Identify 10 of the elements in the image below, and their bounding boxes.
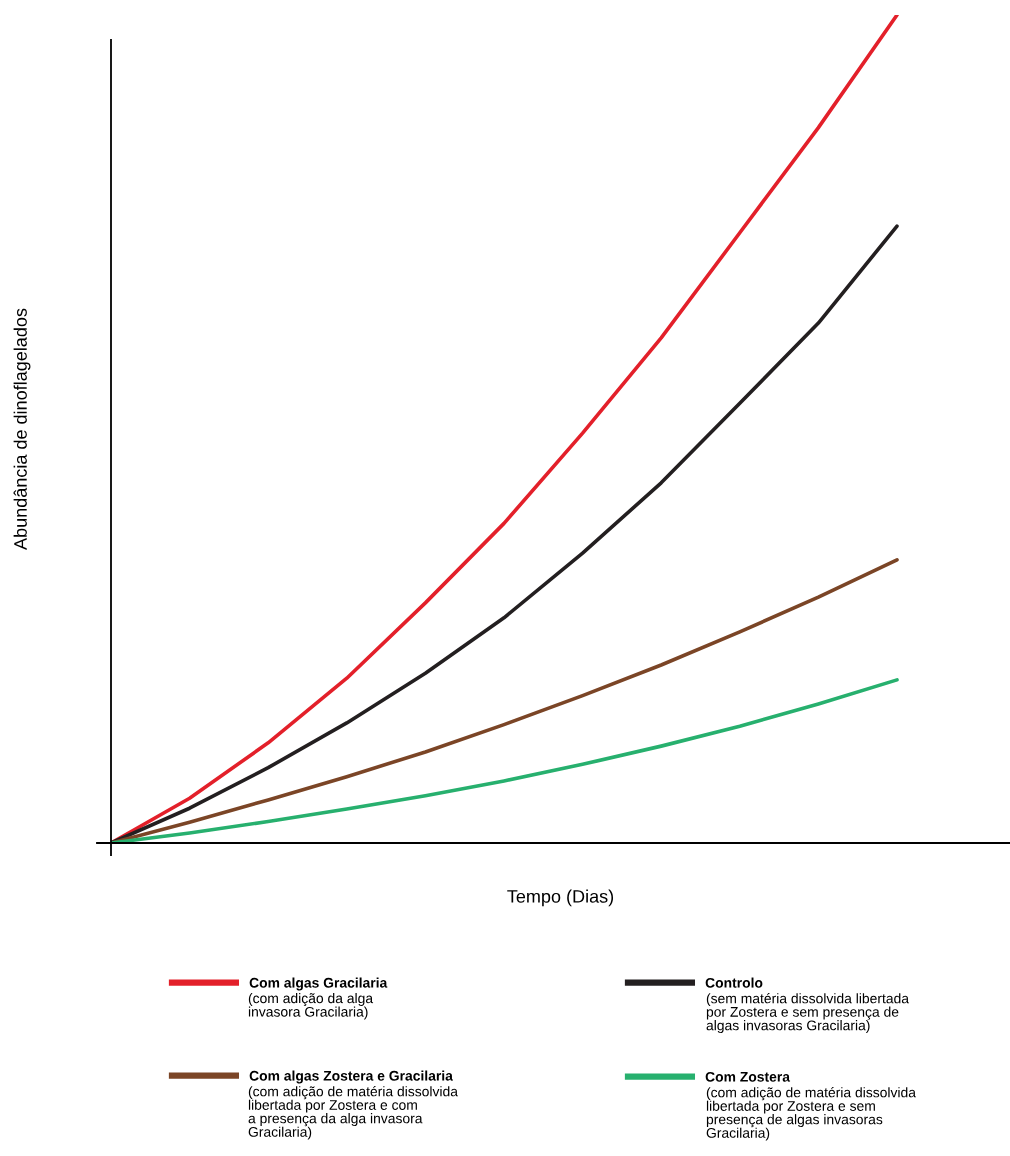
legend-label: Com algas Zostera e Gracilaria — [249, 1070, 453, 1084]
legend-label: Com Zostera — [705, 1071, 791, 1082]
text: (com adição de matéria dissolvida libertada por Zostera e sem presença de algas invasoras Gracilaria) — [706, 1087, 916, 1141]
x-axis-title: Tempo (Dias) — [507, 889, 614, 907]
y-axis-title: Abundância de dinoflagelados — [13, 308, 31, 550]
text: (com adição de matéria dissolvida libertada por Zostera e com a presença da alga invasora Gracilaria) — [248, 1086, 458, 1140]
legend-label: Com algas Gracilaria — [249, 977, 388, 991]
text: (sem matéria dissolvida libertada por Zostera e sem presença de algas invasoras Gracilaria) — [706, 992, 910, 1034]
legend-label: Controlo — [705, 977, 763, 988]
text: (com adição da alga invasora Gracilaria) — [248, 993, 374, 1020]
